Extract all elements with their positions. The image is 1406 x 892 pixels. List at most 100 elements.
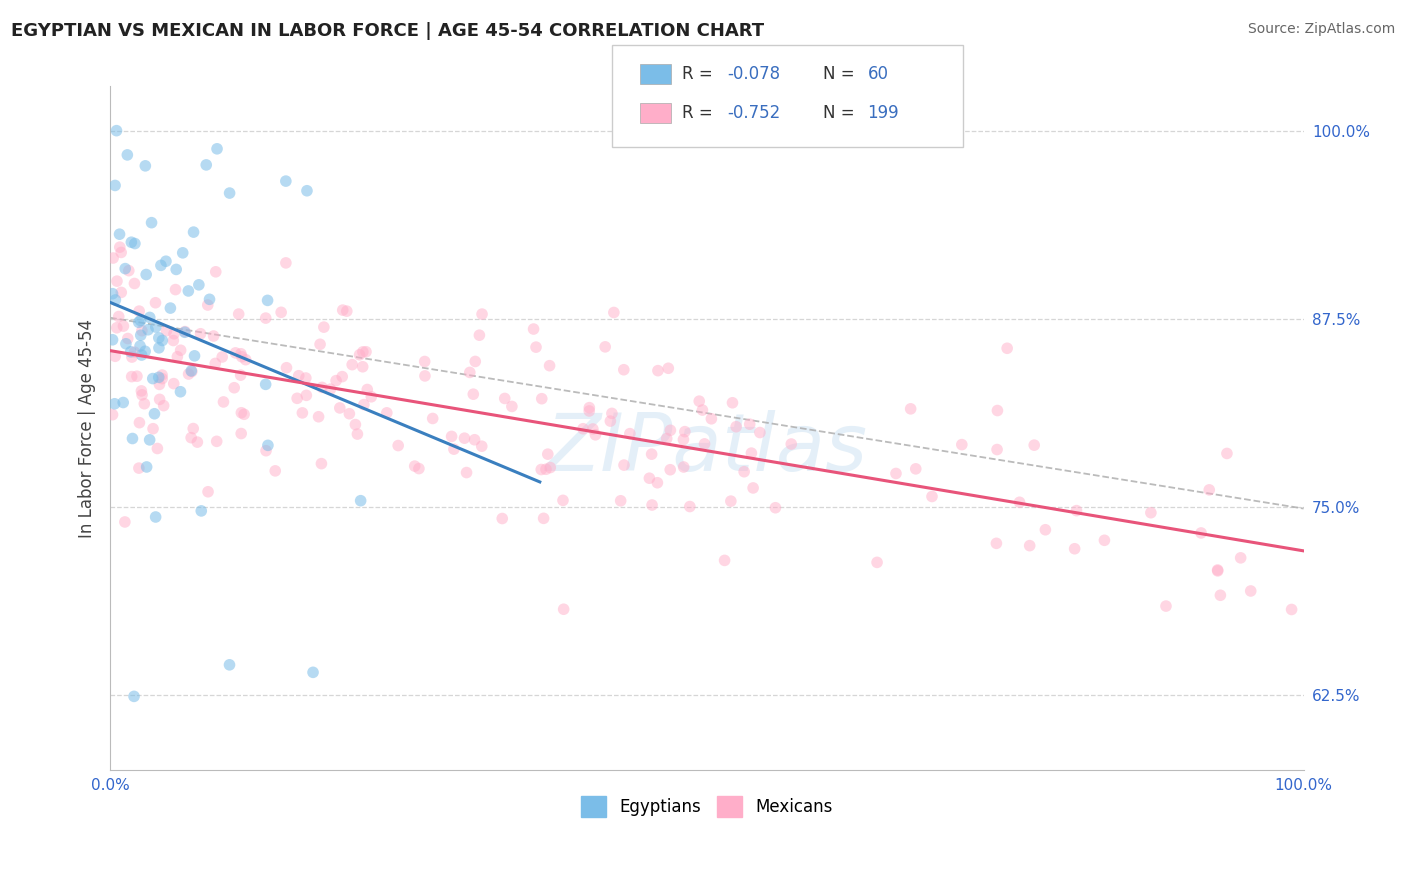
Point xyxy=(904,462,927,476)
Point xyxy=(150,334,173,348)
Point xyxy=(117,331,139,345)
Point xyxy=(120,344,142,359)
Text: -0.752: -0.752 xyxy=(727,104,780,122)
Point xyxy=(107,310,129,324)
Point xyxy=(186,435,208,450)
Point xyxy=(337,407,360,421)
Point xyxy=(165,283,187,297)
Point xyxy=(422,411,444,425)
Point xyxy=(1140,506,1163,520)
Point xyxy=(1063,541,1085,556)
Point xyxy=(748,425,770,440)
Text: N =: N = xyxy=(823,104,859,122)
Point xyxy=(582,422,605,436)
Point xyxy=(134,159,156,173)
Point xyxy=(740,446,762,460)
Point xyxy=(145,320,167,334)
Point xyxy=(148,370,170,384)
Point xyxy=(1094,533,1116,548)
Point xyxy=(325,374,347,388)
Point xyxy=(1216,446,1239,460)
Text: 199: 199 xyxy=(868,104,898,122)
Point xyxy=(468,328,491,343)
Point xyxy=(352,359,374,374)
Point xyxy=(195,158,218,172)
Point xyxy=(640,447,662,461)
Point xyxy=(330,369,353,384)
Point xyxy=(149,258,172,272)
Point xyxy=(578,401,600,415)
Point xyxy=(986,536,1008,550)
Point xyxy=(884,467,907,481)
Point xyxy=(139,72,162,87)
Point xyxy=(538,460,561,475)
Point xyxy=(148,377,170,392)
Text: -0.078: -0.078 xyxy=(727,65,780,83)
Point xyxy=(1209,588,1232,602)
Point xyxy=(413,354,436,368)
Point xyxy=(986,442,1008,457)
Point xyxy=(134,397,156,411)
Point xyxy=(180,364,202,378)
Point xyxy=(733,465,755,479)
Point xyxy=(491,511,513,525)
Point xyxy=(1024,438,1046,452)
Point xyxy=(276,360,298,375)
Point xyxy=(1229,550,1251,565)
Point xyxy=(463,387,485,401)
Point xyxy=(129,313,152,327)
Point xyxy=(112,319,135,334)
Point xyxy=(350,493,373,508)
Point xyxy=(725,419,748,434)
Point xyxy=(593,340,616,354)
Point xyxy=(101,251,124,265)
Point xyxy=(138,433,160,447)
Point xyxy=(143,407,166,421)
Point xyxy=(721,396,744,410)
Point xyxy=(121,432,143,446)
Point xyxy=(287,368,309,383)
Point xyxy=(124,236,146,251)
Point xyxy=(115,336,138,351)
Point xyxy=(180,431,202,445)
Point xyxy=(647,475,669,490)
Point xyxy=(131,324,153,338)
Point xyxy=(1281,602,1303,616)
Text: R =: R = xyxy=(682,65,718,83)
Point xyxy=(533,511,555,525)
Point xyxy=(329,401,352,415)
Point xyxy=(135,268,157,282)
Point xyxy=(131,384,153,398)
Point xyxy=(866,555,889,569)
Point xyxy=(177,284,200,298)
Point xyxy=(101,333,124,347)
Point xyxy=(169,384,191,399)
Point xyxy=(522,322,544,336)
Point xyxy=(672,433,695,447)
Point xyxy=(124,277,146,291)
Point xyxy=(235,352,257,367)
Point xyxy=(163,326,186,341)
Point xyxy=(295,388,318,402)
Point xyxy=(738,417,761,432)
Point xyxy=(408,461,430,475)
Point xyxy=(1198,483,1220,497)
Point xyxy=(291,406,314,420)
Point xyxy=(440,429,463,443)
Point xyxy=(254,443,277,458)
Point xyxy=(218,186,240,200)
Point xyxy=(285,392,308,406)
Point xyxy=(169,343,191,358)
Point xyxy=(453,431,475,445)
Point xyxy=(148,341,170,355)
Point xyxy=(155,254,177,268)
Point xyxy=(180,364,202,378)
Point xyxy=(471,307,494,321)
Point xyxy=(120,235,142,250)
Point xyxy=(600,406,623,420)
Point xyxy=(204,356,226,370)
Point xyxy=(349,348,371,362)
Point xyxy=(174,325,197,339)
Point xyxy=(163,376,186,391)
Point xyxy=(986,403,1008,417)
